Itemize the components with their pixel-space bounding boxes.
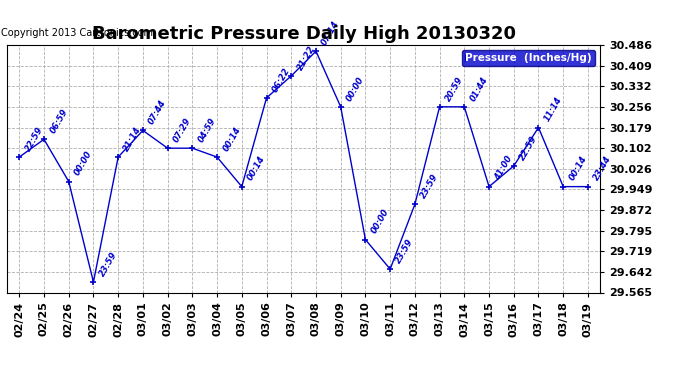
Text: 01:44: 01:44: [469, 75, 490, 103]
Text: 00:00: 00:00: [345, 75, 366, 103]
Text: 00:14: 00:14: [567, 154, 589, 183]
Text: 06:59: 06:59: [48, 107, 70, 135]
Text: 00:14: 00:14: [246, 154, 267, 183]
Text: 23:59: 23:59: [419, 172, 440, 200]
Text: 21:22: 21:22: [295, 44, 317, 72]
Title: Barometric Pressure Daily High 20130320: Barometric Pressure Daily High 20130320: [92, 26, 515, 44]
Text: 20:59: 20:59: [444, 75, 465, 103]
Legend: Pressure  (Inches/Hg): Pressure (Inches/Hg): [462, 50, 595, 66]
Text: Copyright 2013 Cartronics.com: Copyright 2013 Cartronics.com: [1, 28, 153, 38]
Text: 23:44: 23:44: [592, 154, 613, 183]
Text: 23:59: 23:59: [97, 250, 119, 278]
Text: 41:00: 41:00: [493, 154, 515, 183]
Text: 00:00: 00:00: [370, 208, 391, 236]
Text: 04:59: 04:59: [197, 116, 218, 144]
Text: 11:14: 11:14: [542, 96, 564, 123]
Text: 07:29: 07:29: [172, 116, 193, 144]
Text: 22:59: 22:59: [23, 125, 45, 153]
Text: 07:14: 07:14: [320, 19, 342, 47]
Text: 00:14: 00:14: [221, 125, 242, 153]
Text: 00:00: 00:00: [73, 150, 94, 177]
Text: 23:59: 23:59: [394, 237, 415, 265]
Text: 21:14: 21:14: [122, 125, 144, 153]
Text: 07:44: 07:44: [147, 99, 168, 126]
Text: 22:59: 22:59: [518, 134, 539, 162]
Text: 06:22: 06:22: [270, 66, 292, 94]
